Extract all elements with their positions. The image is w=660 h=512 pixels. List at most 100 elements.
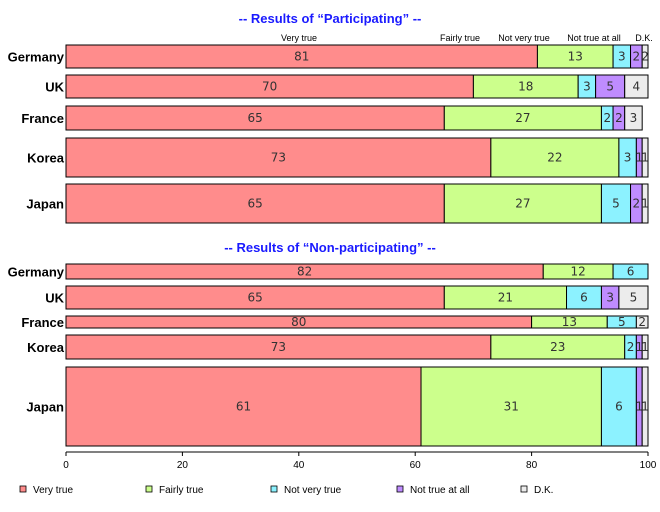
category-label: Japan [26, 400, 64, 415]
bar-segment [641, 44, 649, 69]
value-label: 65 [248, 291, 263, 305]
value-label: 23 [550, 340, 565, 354]
value-label: 73 [271, 151, 286, 165]
bar-segment [65, 366, 422, 447]
bar-segment [641, 334, 649, 360]
value-label: 3 [606, 291, 614, 305]
x-tick-label: 60 [410, 460, 422, 471]
value-label: 18 [518, 80, 533, 94]
category-label: Korea [27, 151, 65, 166]
bar-segment [490, 334, 626, 360]
value-label: 80 [291, 315, 306, 329]
bar-segment [65, 334, 492, 360]
value-label: 6 [615, 400, 623, 414]
category-label: UK [45, 291, 64, 306]
chart-title: -- Results of “Non-participating” -- [224, 240, 436, 255]
value-label: 3 [583, 80, 591, 94]
column-header: Fairly true [440, 33, 480, 43]
legend-label: Not true at all [410, 485, 469, 496]
value-label: 65 [248, 197, 263, 211]
value-label: 1 [635, 400, 643, 414]
legend-label: D.K. [534, 485, 553, 496]
value-label: 13 [562, 315, 577, 329]
category-label: Korea [27, 340, 65, 355]
legend-swatch [270, 485, 278, 493]
legend-label: Very true [33, 485, 73, 496]
category-label: Germany [8, 50, 65, 65]
bar-segment [443, 183, 602, 224]
value-label: 3 [618, 50, 626, 64]
value-label: 1 [641, 151, 649, 165]
value-label: 6 [627, 265, 635, 279]
chart-title: -- Results of “Participating” -- [239, 11, 422, 26]
value-label: 70 [262, 80, 277, 94]
value-label: 5 [630, 291, 638, 305]
x-tick-label: 20 [177, 460, 189, 471]
bar-segment [641, 366, 649, 447]
bar-segment [600, 366, 637, 447]
bar-segment [618, 285, 649, 310]
category-label: France [21, 315, 64, 330]
value-label: 5 [618, 315, 626, 329]
category-label: France [21, 111, 64, 126]
value-label: 61 [236, 400, 251, 414]
category-label: Japan [26, 197, 64, 212]
bar-segment [624, 105, 643, 131]
bar-segment [490, 137, 620, 178]
value-label: 21 [498, 291, 513, 305]
value-label: 3 [624, 151, 632, 165]
x-tick-label: 40 [293, 460, 305, 471]
legend-swatch [396, 485, 404, 493]
value-label: 3 [630, 111, 638, 125]
value-label: 81 [294, 50, 309, 64]
value-label: 2 [638, 315, 646, 329]
value-label: 4 [633, 80, 641, 94]
value-label: 2 [633, 50, 641, 64]
bar-segment [65, 183, 445, 224]
legend-swatch [520, 485, 528, 493]
value-label: 1 [635, 340, 643, 354]
bar-segment [624, 74, 649, 99]
value-label: 2 [633, 197, 641, 211]
value-label: 2 [627, 340, 635, 354]
value-label: 12 [571, 265, 586, 279]
legend-swatch [19, 485, 27, 493]
bar-segment [641, 137, 649, 178]
column-header: D.K. [635, 33, 653, 43]
column-header: Not very true [498, 33, 550, 43]
value-label: 6 [580, 291, 588, 305]
value-label: 31 [504, 400, 519, 414]
value-label: 2 [603, 111, 611, 125]
bar-segment [65, 105, 445, 131]
x-tick-label: 0 [63, 460, 69, 471]
x-tick-label: 80 [526, 460, 538, 471]
value-label: 1 [635, 151, 643, 165]
column-header: Very true [281, 33, 317, 43]
category-label: Germany [8, 265, 65, 280]
value-label: 5 [612, 197, 620, 211]
value-label: 22 [547, 151, 562, 165]
bar-segment [420, 366, 602, 447]
legend-swatch [145, 485, 153, 493]
value-label: 73 [271, 340, 286, 354]
bar-segment [612, 263, 649, 280]
bar-segment [641, 183, 649, 224]
value-label: 1 [641, 197, 649, 211]
bar-segment [635, 315, 649, 329]
bar-segment [443, 105, 602, 131]
value-label: 82 [297, 265, 312, 279]
value-label: 5 [606, 80, 614, 94]
value-label: 1 [641, 340, 649, 354]
value-label: 2 [615, 111, 623, 125]
legend-label: Fairly true [159, 485, 204, 496]
value-label: 65 [248, 111, 263, 125]
value-label: 27 [515, 111, 530, 125]
category-label: UK [45, 80, 64, 95]
value-label: 13 [568, 50, 583, 64]
column-header: Not true at all [567, 33, 621, 43]
legend-label: Not very true [284, 485, 342, 496]
value-label: 27 [515, 197, 530, 211]
value-label: 1 [641, 400, 649, 414]
bar-segment [600, 183, 632, 224]
